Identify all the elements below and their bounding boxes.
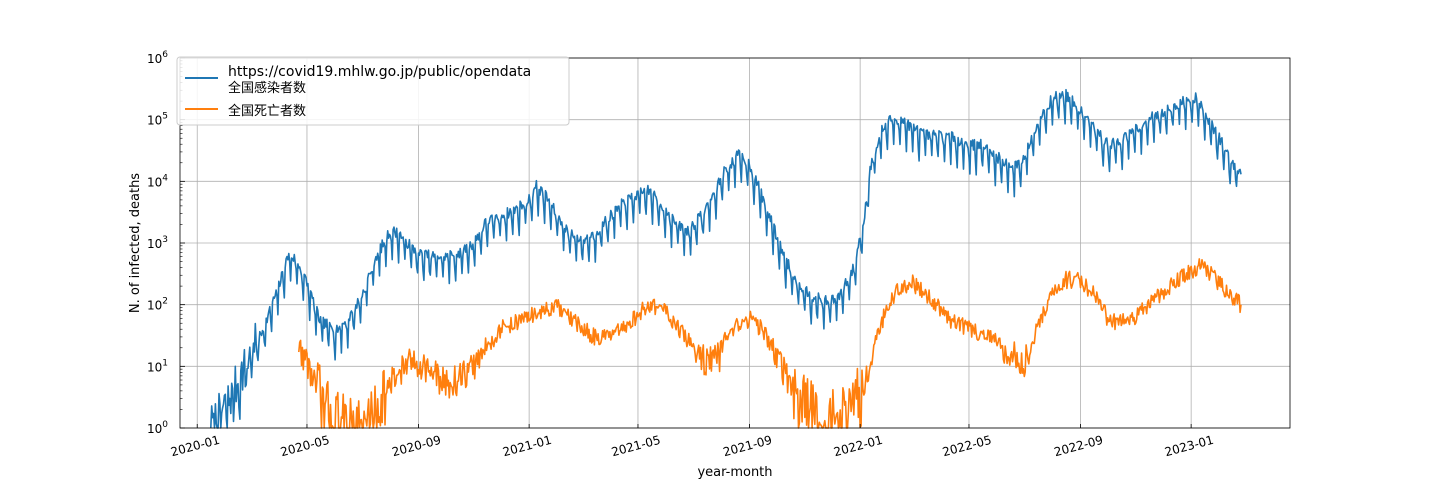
- x-tick-label: 2022-01: [832, 433, 884, 460]
- series-line-deaths: [298, 258, 1242, 429]
- y-tick-label: 104: [147, 173, 168, 189]
- x-tick-label: 2022-09: [1052, 433, 1104, 460]
- legend-header: https://covid19.mhlw.go.jp/public/openda…: [228, 64, 531, 80]
- x-axis-title: year-month: [697, 465, 772, 480]
- x-tick-label: 2020-01: [169, 433, 221, 460]
- y-tick-label: 106: [147, 50, 168, 66]
- y-axis-title: N. of infected, deaths: [128, 173, 143, 313]
- y-tick-label: 102: [147, 297, 168, 313]
- legend-label-deaths: 全国死亡者数: [228, 103, 306, 119]
- x-tick-label: 2020-05: [279, 433, 331, 460]
- x-tick-label: 2023-01: [1163, 433, 1215, 460]
- legend: https://covid19.mhlw.go.jp/public/openda…: [176, 56, 570, 126]
- series-line-infected: [210, 88, 1242, 429]
- x-tick-labels: 2020-01 2020-05 2020-09 2021-01 2021-05 2021-…: [169, 433, 1215, 460]
- y-tick-label: 100: [147, 420, 168, 436]
- y-tick-label: 103: [147, 235, 168, 251]
- x-tick-label: 2022-05: [941, 433, 993, 460]
- x-tick-label: 2021-01: [501, 433, 553, 460]
- y-tick-label: 105: [147, 112, 168, 128]
- x-tick-label: 2021-05: [610, 433, 662, 460]
- x-tick-label: 2020-09: [390, 433, 442, 460]
- y-tick-labels: 100 101 102 103 104 105 106: [147, 50, 168, 436]
- legend-box: [176, 56, 570, 126]
- y-tick-label: 101: [147, 358, 168, 374]
- legend-label-infected: 全国感染者数: [228, 80, 306, 96]
- x-tick-label: 2021-09: [721, 433, 773, 460]
- series-layer: [210, 88, 1242, 429]
